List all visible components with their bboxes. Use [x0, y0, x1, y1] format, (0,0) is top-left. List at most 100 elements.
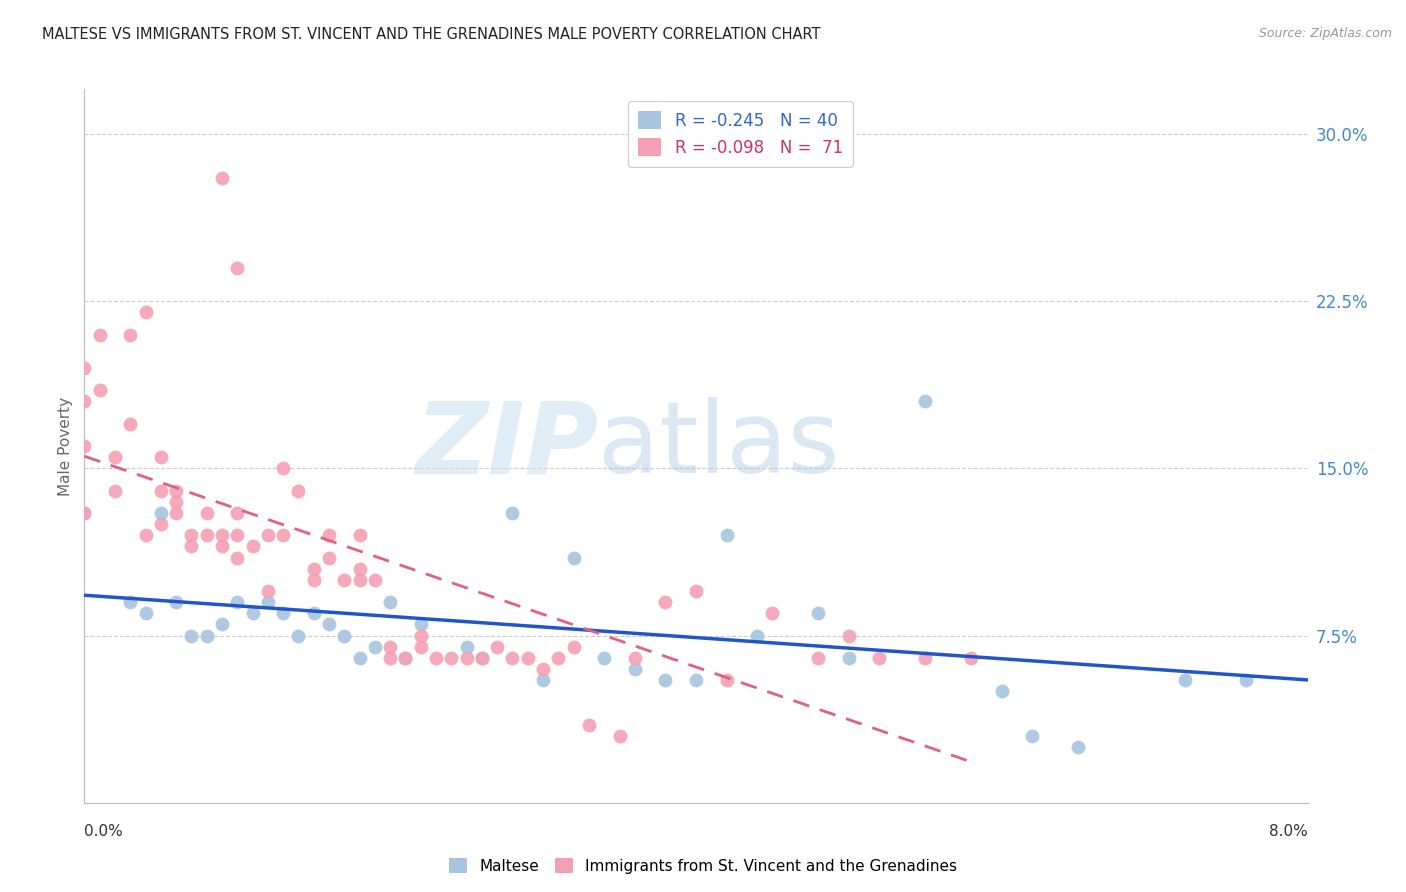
Point	[333, 573, 356, 587]
Point	[135, 607, 157, 621]
Legend: R = -0.245   N = 40, R = -0.098   N =  71: R = -0.245 N = 40, R = -0.098 N = 71	[628, 101, 853, 167]
Point	[242, 539, 264, 553]
Point	[562, 640, 585, 654]
Point	[73, 506, 96, 520]
Point	[914, 394, 936, 409]
Point	[287, 483, 309, 498]
Point	[73, 506, 96, 520]
Point	[547, 651, 569, 665]
Point	[89, 384, 111, 398]
Point	[135, 528, 157, 542]
Point	[562, 550, 585, 565]
Point	[471, 651, 494, 665]
Point	[456, 651, 478, 665]
Point	[425, 651, 447, 665]
Point	[302, 573, 325, 587]
Point	[349, 573, 371, 587]
Point	[869, 651, 891, 665]
Point	[960, 651, 983, 665]
Point	[104, 450, 127, 465]
Point	[716, 673, 738, 687]
Point	[471, 651, 494, 665]
Point	[149, 506, 172, 520]
Point	[242, 607, 264, 621]
Legend: Maltese, Immigrants from St. Vincent and the Grenadines: Maltese, Immigrants from St. Vincent and…	[443, 852, 963, 880]
Point	[333, 628, 356, 642]
Point	[257, 583, 280, 598]
Text: MALTESE VS IMMIGRANTS FROM ST. VINCENT AND THE GRENADINES MALE POVERTY CORRELATI: MALTESE VS IMMIGRANTS FROM ST. VINCENT A…	[42, 27, 821, 42]
Point	[135, 305, 157, 319]
Point	[394, 651, 416, 665]
Point	[761, 607, 783, 621]
Point	[516, 651, 538, 665]
Point	[318, 617, 340, 632]
Point	[180, 528, 202, 542]
Point	[349, 651, 371, 665]
Point	[409, 628, 432, 642]
Point	[257, 528, 280, 542]
Point	[165, 506, 187, 520]
Point	[486, 640, 509, 654]
Point	[73, 394, 96, 409]
Point	[578, 717, 600, 731]
Point	[349, 528, 371, 542]
Text: atlas: atlas	[598, 398, 839, 494]
Point	[149, 517, 172, 532]
Point	[257, 595, 280, 609]
Point	[165, 494, 187, 508]
Point	[624, 651, 647, 665]
Text: ZIP: ZIP	[415, 398, 598, 494]
Point	[89, 327, 111, 342]
Point	[456, 640, 478, 654]
Point	[211, 617, 233, 632]
Point	[226, 550, 249, 565]
Point	[211, 171, 233, 186]
Point	[807, 607, 830, 621]
Point	[287, 628, 309, 642]
Point	[73, 439, 96, 453]
Point	[531, 673, 554, 687]
Point	[271, 528, 294, 542]
Point	[624, 662, 647, 676]
Text: 8.0%: 8.0%	[1268, 824, 1308, 839]
Point	[318, 550, 340, 565]
Point	[211, 539, 233, 553]
Point	[211, 528, 233, 542]
Point	[195, 506, 218, 520]
Point	[1021, 729, 1043, 743]
Point	[914, 651, 936, 665]
Point	[318, 528, 340, 542]
Point	[302, 562, 325, 576]
Point	[226, 506, 249, 520]
Point	[73, 360, 96, 375]
Point	[349, 562, 371, 576]
Point	[165, 483, 187, 498]
Point	[991, 684, 1014, 698]
Point	[149, 450, 172, 465]
Point	[409, 617, 432, 632]
Point	[685, 673, 707, 687]
Point	[180, 539, 202, 553]
Point	[226, 260, 249, 275]
Point	[380, 595, 402, 609]
Point	[364, 640, 387, 654]
Point	[502, 506, 524, 520]
Point	[1067, 740, 1090, 755]
Point	[380, 651, 402, 665]
Text: 0.0%: 0.0%	[84, 824, 124, 839]
Text: Source: ZipAtlas.com: Source: ZipAtlas.com	[1258, 27, 1392, 40]
Point	[226, 595, 249, 609]
Point	[838, 628, 860, 642]
Point	[380, 640, 402, 654]
Point	[1174, 673, 1197, 687]
Point	[531, 662, 554, 676]
Point	[716, 528, 738, 542]
Point	[502, 651, 524, 665]
Point	[120, 417, 142, 431]
Point	[364, 573, 387, 587]
Point	[440, 651, 463, 665]
Point	[120, 595, 142, 609]
Point	[807, 651, 830, 665]
Point	[654, 673, 676, 687]
Point	[271, 607, 294, 621]
